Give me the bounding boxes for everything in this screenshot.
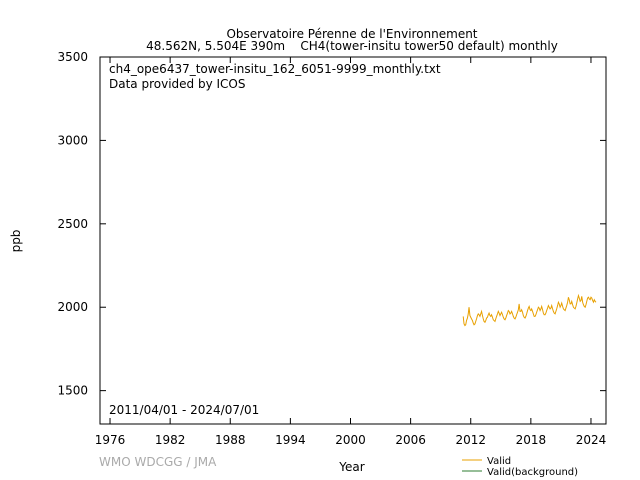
x-tick-label: 2000 (335, 433, 366, 447)
plot-frame (99, 56, 607, 425)
y-axis-label: ppb (9, 230, 23, 253)
x-tick-label: 1982 (155, 433, 186, 447)
x-tick-label: 1988 (215, 433, 246, 447)
y-tick-label: 2000 (57, 300, 88, 314)
x-tick-label: 2024 (576, 433, 607, 447)
y-tick-label: 2500 (57, 217, 88, 231)
y-tick-label: 3500 (57, 50, 88, 64)
y-tick-label: 1500 (57, 384, 88, 398)
data-line (462, 293, 597, 327)
x-tick-label: 2018 (516, 433, 547, 447)
chart-title: Observatoire Pérenne de l'Environnement (226, 27, 477, 41)
x-axis-label: Year (338, 460, 364, 474)
x-tick-label: 2012 (455, 433, 486, 447)
y-tick-label: 3000 (57, 133, 88, 147)
chart-subtitle: 48.562N, 5.504E 390m CH4(tower-insitu to… (146, 39, 558, 53)
legend-label: Valid(background) (487, 467, 578, 478)
x-tick-label: 1994 (275, 433, 306, 447)
annotation: ch4_ope6437_tower-insitu_162_6051-9999_m… (109, 62, 441, 76)
legend-label: Valid (487, 456, 511, 467)
annotation: 2011/04/01 - 2024/07/01 (109, 403, 259, 417)
x-tick-label: 2006 (395, 433, 426, 447)
annotation: Data provided by ICOS (109, 77, 245, 91)
x-tick-label: 1976 (95, 433, 126, 447)
credit: WMO WDCGG / JMA (99, 455, 217, 469)
